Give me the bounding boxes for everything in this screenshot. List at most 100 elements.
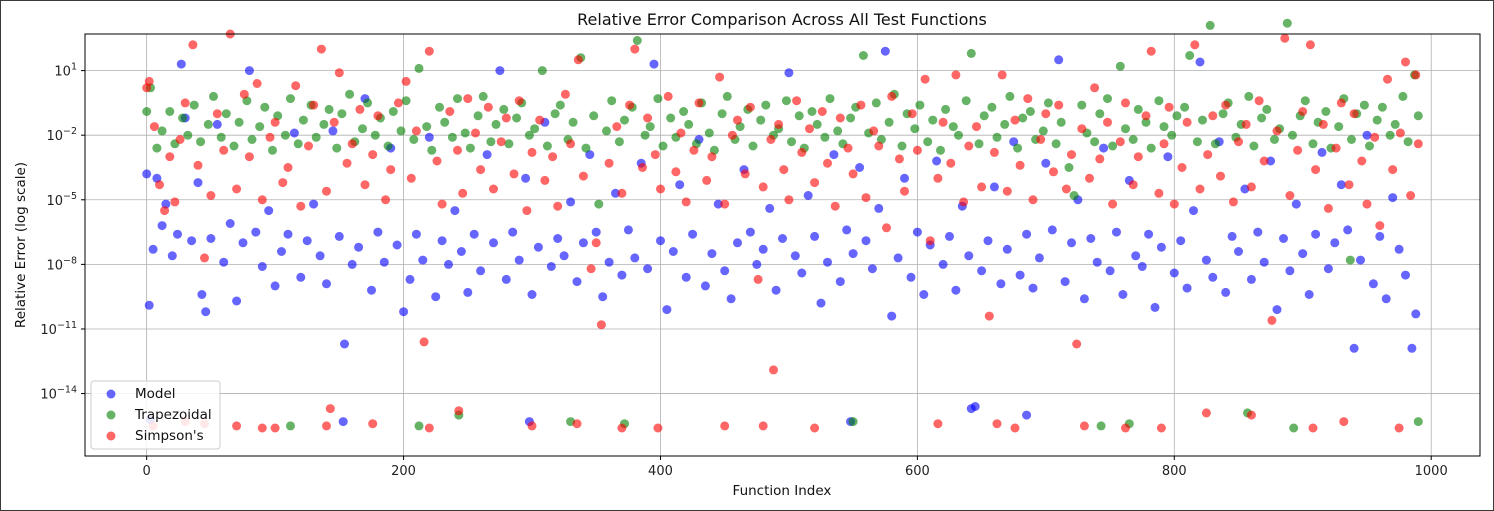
data-point [1343,225,1353,235]
data-point [524,130,534,140]
data-point [702,175,712,185]
data-point [961,96,971,106]
data-point [453,94,462,104]
data-point [347,139,357,149]
data-point [1254,96,1264,106]
data-point [989,147,999,157]
data-point [309,199,319,209]
data-point [1077,124,1087,134]
data-point [1272,126,1282,136]
y-axis-label: Relative Error (log scale) [13,162,29,328]
data-point [200,253,209,263]
data-point [304,141,313,151]
data-point [1394,423,1404,433]
data-point [1279,234,1288,243]
data-point [1377,102,1387,112]
data-point [658,141,668,151]
data-point [997,70,1007,80]
data-point [1345,255,1355,265]
data-point [1000,119,1010,129]
data-point [1323,264,1333,274]
data-point [1270,135,1279,144]
data-point [193,160,203,170]
data-point [225,219,235,228]
data-point [720,266,730,276]
data-point [1079,294,1089,304]
data-point [196,137,206,147]
data-point [1221,100,1231,110]
data-point [1330,238,1340,248]
data-point [212,109,222,119]
data-point [1285,191,1295,200]
data-point [753,274,763,284]
legend: Model Trapezoidal Simpson's [90,380,221,450]
data-point [681,272,691,282]
data-point [234,117,244,127]
data-point [589,111,599,121]
data-point [1228,197,1238,207]
data-point [1257,113,1267,123]
data-point [912,227,922,237]
data-point [1208,272,1218,282]
data-point [264,206,274,216]
data-point [617,270,627,280]
data-point [869,126,879,136]
legend-label-model: Model [135,386,176,402]
data-point [578,171,588,181]
y-tick-label: 10−14 [40,385,77,403]
data-point [704,128,714,138]
data-point [650,150,660,160]
data-point [406,173,416,183]
data-point [527,421,537,431]
data-point [1413,417,1423,427]
data-point [938,259,948,269]
data-point [906,272,916,282]
data-point [1362,130,1372,140]
x-tick-label: 800 [1162,464,1187,479]
data-point [1121,98,1130,108]
data-point [974,139,984,149]
data-point [1028,283,1038,293]
data-point [1099,143,1109,153]
data-point [328,126,338,136]
data-point [858,51,868,60]
data-point [920,74,930,84]
data-point [1372,115,1382,125]
data-point [1349,109,1359,119]
data-point [1005,91,1015,101]
data-point [1141,117,1151,127]
data-point [322,421,331,431]
data-point [894,154,904,164]
data-point [910,124,920,134]
data-point [932,156,942,166]
data-point [566,139,576,149]
data-point [1413,139,1423,149]
data-point [874,203,884,213]
data-point [784,195,794,205]
data-point [489,184,498,194]
data-point [458,188,468,198]
data-point [784,68,794,78]
data-point [843,143,853,153]
data-point [1190,40,1200,50]
data-point [486,137,496,147]
data-point [501,113,511,123]
data-point [1156,423,1166,433]
data-point [232,296,242,306]
data-point [257,262,267,271]
data-point [1064,163,1074,172]
data-point [332,143,342,153]
data-point [1288,130,1297,140]
data-point [578,238,588,248]
data-point [700,281,710,291]
y-axis-ticks: 101 10−2 10−5 10−8 10−11 10−14 [40,62,85,403]
data-point [309,100,319,110]
data-point [286,94,295,104]
data-point [979,111,989,121]
data-point [370,130,380,140]
data-point [1210,139,1220,149]
data-point [820,132,830,142]
data-point [964,141,974,151]
data-point [489,238,498,248]
